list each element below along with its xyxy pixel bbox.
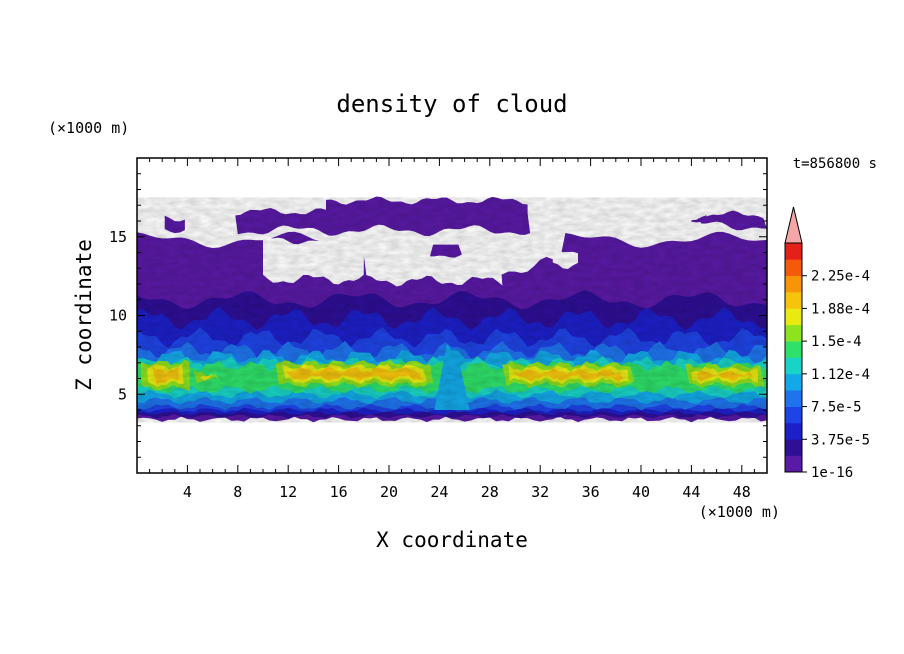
- colorbar-swatch: [785, 243, 802, 260]
- colorbar: 2.25e-4 1.88e-4 1.5e-4 1.12e-4 7.5e-5 3.75e-5…: [784, 206, 870, 481]
- colorbar-swatch: [785, 357, 802, 375]
- x-tick-label: 12: [279, 483, 297, 501]
- x-tick-label: 4: [183, 483, 192, 501]
- time-label: t=856800 s: [793, 156, 877, 172]
- colorbar-tick-label: 1.88e-4: [811, 301, 870, 317]
- colorbar-swatch: [785, 275, 802, 293]
- colorbar-tick-label: 1e-16: [811, 465, 853, 481]
- texture-overlay: [137, 197, 767, 423]
- x-tick-label: 40: [632, 483, 650, 501]
- colorbar-swatch: [785, 373, 802, 391]
- y-tick-label: 15: [109, 228, 127, 246]
- colorbar-tick-label: 3.75e-5: [811, 432, 870, 448]
- colorbar-swatch: [785, 308, 802, 326]
- colorbar-swatch: [785, 406, 802, 424]
- colorbar-swatch: [785, 259, 802, 277]
- x-tick-label: 20: [380, 483, 398, 501]
- x-tick-label: 36: [582, 483, 600, 501]
- colorbar-tick-label: 2.25e-4: [811, 269, 870, 285]
- x-axis: 4 8 12 16 20 24 28 32 36 40 44 48: [149, 158, 755, 501]
- colorbar-tick-label: 7.5e-5: [811, 400, 862, 416]
- colorbar-tick-label: 1.5e-4: [811, 334, 862, 350]
- colorbar-swatch: [785, 390, 802, 407]
- x-tick-label: 48: [733, 483, 751, 501]
- colorbar-swatch: [785, 439, 802, 456]
- x-tick-label: 44: [682, 483, 700, 501]
- colorbar-overflow-arrow: [784, 206, 803, 244]
- x-tick-label: 8: [233, 483, 242, 501]
- x-axis-label: X coordinate: [376, 528, 528, 552]
- y-axis-label: Z coordinate: [72, 239, 96, 391]
- y-unit-label: (×1000 m): [48, 119, 129, 137]
- x-tick-label: 28: [481, 483, 499, 501]
- x-tick-label: 16: [330, 483, 348, 501]
- colorbar-swatch: [785, 341, 802, 358]
- x-tick-label: 24: [430, 483, 448, 501]
- y-tick-label: 10: [109, 307, 127, 325]
- colorbar-swatch: [785, 324, 802, 342]
- cloud-field: [137, 196, 767, 423]
- x-tick-label: 32: [531, 483, 549, 501]
- y-axis: 5 10 15: [109, 173, 767, 458]
- colorbar-swatch: [785, 422, 802, 440]
- colorbar-swatch: [785, 292, 802, 309]
- colorbar-tick-label: 1.12e-4: [811, 367, 870, 383]
- y-tick-label: 5: [118, 385, 127, 403]
- x-unit-label: (×1000 m): [699, 503, 780, 521]
- colorbar-swatch: [785, 455, 802, 473]
- colorbar-frame: [784, 242, 803, 473]
- chart-title: density of cloud: [336, 90, 567, 118]
